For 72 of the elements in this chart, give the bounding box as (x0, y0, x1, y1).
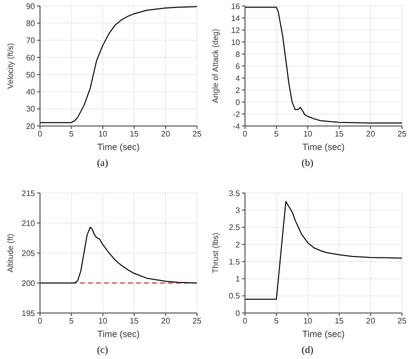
y-axis-title: Altitude (ft) (6, 233, 15, 272)
y-tick-label: 8 (236, 50, 241, 59)
y-tick-label: -4 (232, 122, 241, 131)
y-tick-label: 14 (231, 14, 241, 23)
x-tick-label: 10 (303, 316, 313, 326)
x-tick-label: 20 (161, 316, 171, 326)
x-tick-label: 15 (130, 316, 140, 326)
x-tick-label: 5 (274, 130, 280, 139)
x-tick-label: 25 (192, 316, 202, 326)
line-series (40, 226, 197, 284)
x-tick-label: 25 (192, 130, 202, 139)
y-tick-label: 6 (236, 62, 241, 71)
y-tick-label: 1 (236, 274, 241, 284)
x-tick-label: 15 (334, 316, 344, 326)
line-series (245, 201, 402, 300)
line-series (40, 6, 197, 124)
x-tick-label: 10 (98, 316, 108, 326)
x-tick-label: 5 (274, 316, 280, 326)
y-axis-title: Velocity (ft/s) (6, 42, 15, 89)
y-tick-label: 0 (236, 98, 241, 107)
x-tick-label: 10 (303, 130, 313, 139)
x-tick-label: 20 (366, 316, 376, 326)
x-axis-title: Time (sec) (97, 142, 140, 152)
y-tick-label: 50 (26, 70, 36, 80)
y-tick-label: 16 (231, 2, 241, 11)
x-tick-label: 5 (69, 130, 74, 139)
y-tick-label: 215 (22, 188, 36, 198)
y-tick-label: 210 (22, 218, 36, 228)
x-tick-label: 15 (130, 130, 140, 139)
y-tick-label: 70 (26, 36, 36, 46)
y-tick-label: 0 (236, 308, 241, 318)
y-tick-label: 90 (26, 2, 36, 11)
y-tick-label: 60 (26, 53, 36, 62)
x-tick-label: 25 (398, 316, 407, 326)
x-tick-label: 20 (161, 130, 171, 139)
y-tick-label: 0.5 (228, 292, 241, 301)
x-tick-label: 0 (38, 130, 43, 139)
x-tick-label: 25 (398, 130, 407, 139)
y-tick-label: 12 (231, 26, 241, 35)
y-tick-label: 30 (26, 104, 36, 114)
x-tick-label: 0 (242, 316, 248, 326)
y-tick-label: 80 (26, 18, 36, 28)
text: (c) (96, 345, 110, 356)
y-tick-label: 20 (26, 122, 36, 131)
y-tick-label: 10 (231, 38, 241, 47)
y-tick-label: 4 (236, 74, 241, 83)
x-axis-title: Time (sec) (302, 142, 345, 152)
x-axis-title: Time (sec) (302, 329, 345, 339)
x-tick-label: 10 (98, 130, 108, 139)
x-tick-label: 5 (69, 316, 74, 326)
y-axis-title: Thrust (lbs) (210, 232, 220, 274)
y-tick-label: -2 (232, 110, 241, 119)
x-tick-label: 0 (38, 316, 43, 326)
text: (b) (300, 158, 314, 169)
y-tick-label: 3 (236, 206, 241, 215)
y-tick-label: 2 (236, 86, 241, 95)
y-tick-label: 195 (22, 308, 36, 318)
y-tick-label: 1.5 (228, 257, 241, 266)
y-tick-label: 2.5 (228, 223, 241, 232)
y-axis-title: Angle of Attack (deg) (210, 28, 220, 104)
y-tick-label: 205 (22, 248, 36, 258)
x-axis-title: Time (sec) (97, 329, 140, 339)
line-series (245, 6, 402, 124)
y-tick-label: 2 (236, 240, 241, 250)
y-tick-label: 40 (26, 88, 36, 97)
x-tick-label: 0 (242, 130, 248, 139)
y-tick-label: 200 (22, 278, 36, 288)
text: (d) (300, 345, 314, 356)
y-tick-label: 3.5 (228, 188, 241, 198)
x-tick-label: 15 (334, 130, 344, 139)
text: (a) (96, 158, 110, 169)
x-tick-label: 20 (366, 130, 376, 139)
